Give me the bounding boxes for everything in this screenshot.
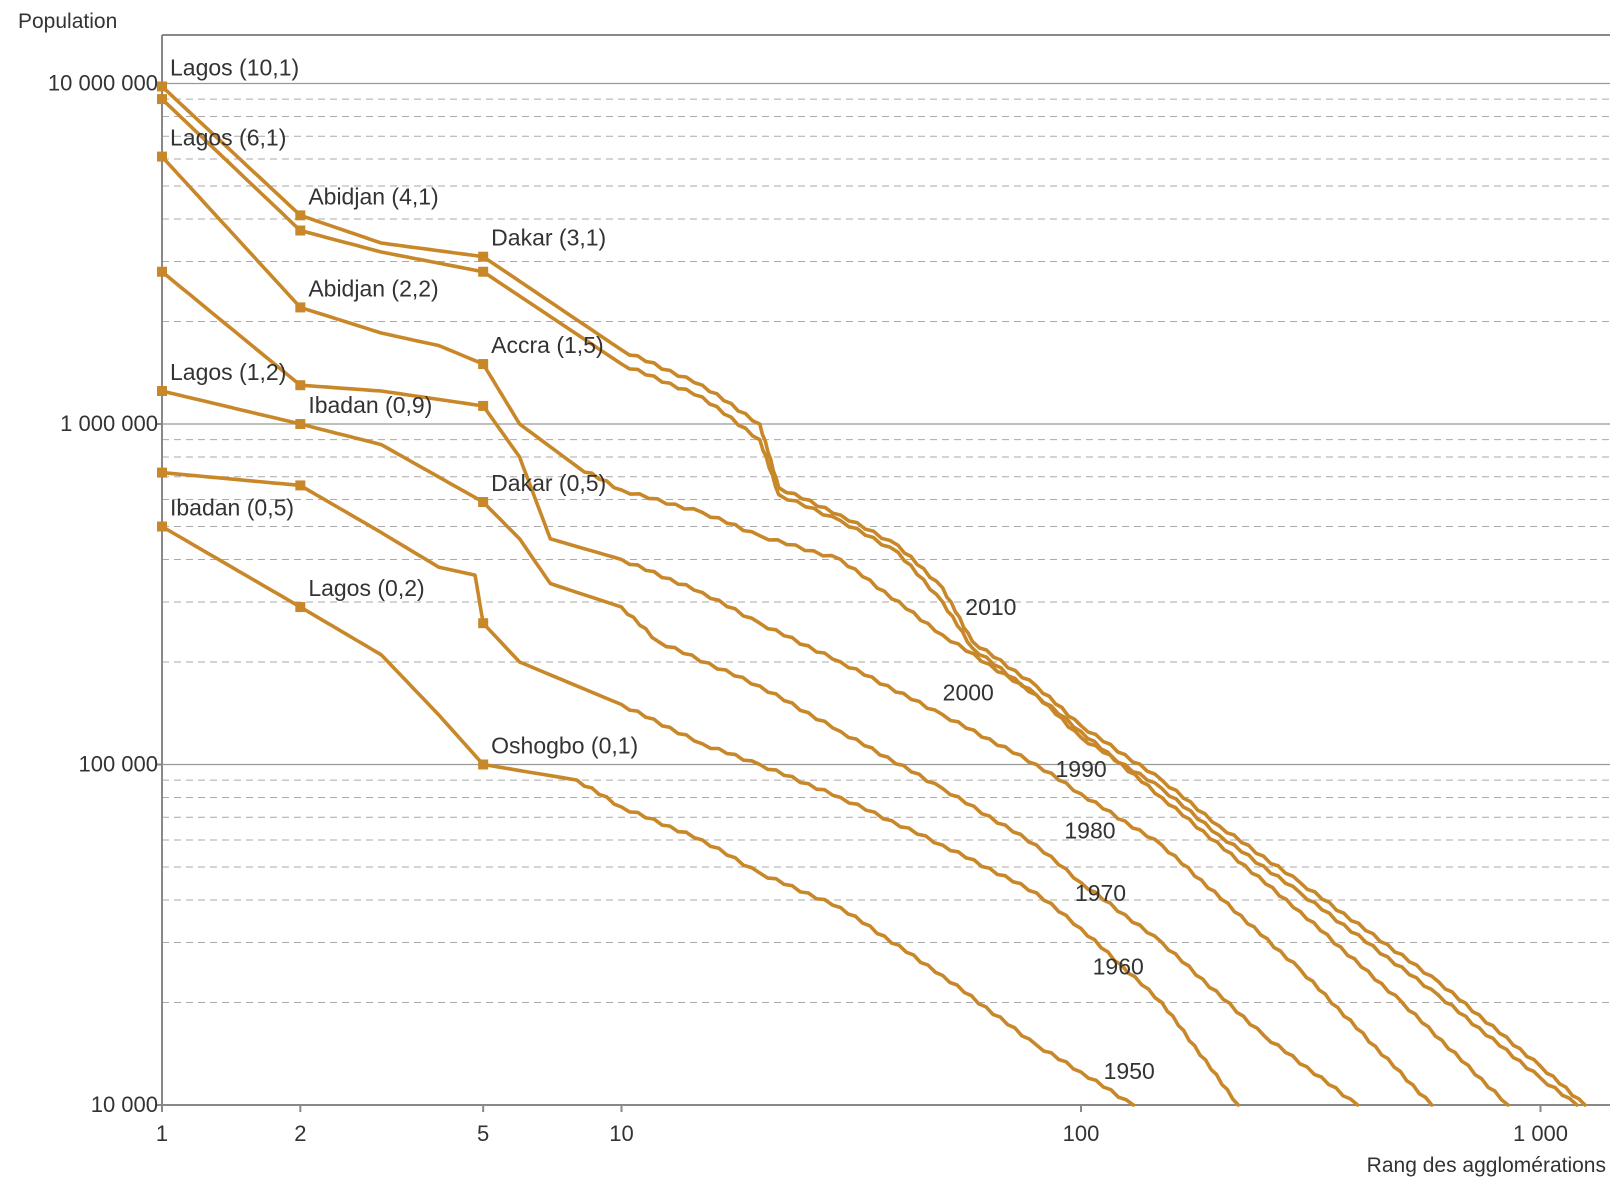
city-marker bbox=[295, 302, 306, 313]
series-line-1980 bbox=[160, 269, 1434, 1107]
grid bbox=[162, 82, 1610, 1106]
city-marker bbox=[295, 419, 306, 429]
city-marker bbox=[478, 400, 489, 411]
year-label-1970: 1970 bbox=[1075, 880, 1126, 906]
city-marker bbox=[157, 81, 167, 92]
city-annotation: Ibadan (0,9) bbox=[308, 392, 432, 418]
city-annotation: Dakar (3,1) bbox=[491, 225, 606, 251]
city-marker bbox=[157, 521, 167, 532]
y-tick-label: 10 000 bbox=[91, 1092, 158, 1117]
city-annotation: Oshogbo (0,1) bbox=[491, 733, 638, 759]
x-tick-label: 10 bbox=[609, 1121, 633, 1146]
city-marker bbox=[478, 759, 489, 770]
city-annotation: Accra (1,5) bbox=[491, 332, 603, 358]
city-marker bbox=[478, 618, 489, 629]
series-line-1990 bbox=[160, 154, 1510, 1107]
y-tick-label: 100 000 bbox=[78, 752, 158, 777]
y-tick-label: 1 000 000 bbox=[60, 411, 158, 436]
year-label-1960: 1960 bbox=[1093, 954, 1144, 980]
city-annotation: Lagos (6,1) bbox=[170, 125, 286, 151]
y-axis-title: Population bbox=[18, 10, 117, 33]
city-marker bbox=[295, 225, 306, 236]
city-marker bbox=[478, 359, 489, 370]
city-annotation: Lagos (0,2) bbox=[308, 575, 424, 601]
city-marker bbox=[295, 602, 306, 613]
x-axis-title: Rang des agglomérations bbox=[1367, 1154, 1606, 1177]
x-tick-label: 2 bbox=[294, 1121, 306, 1146]
year-label-1980: 1980 bbox=[1064, 817, 1115, 843]
y-tick-label: 10 000 000 bbox=[48, 71, 158, 96]
year-label-2010: 2010 bbox=[965, 594, 1016, 620]
city-marker bbox=[478, 497, 489, 508]
series bbox=[160, 84, 1587, 1107]
city-marker bbox=[157, 94, 167, 105]
city-annotation: Abidjan (4,1) bbox=[308, 183, 438, 209]
city-marker bbox=[157, 467, 167, 478]
series-line-1960 bbox=[160, 470, 1241, 1107]
x-tick-label: 5 bbox=[477, 1121, 489, 1146]
series-line-2000 bbox=[160, 97, 1579, 1107]
x-tick-label: 1 bbox=[156, 1121, 168, 1146]
year-label-2000: 2000 bbox=[943, 679, 994, 705]
city-marker bbox=[478, 266, 489, 277]
city-marker bbox=[157, 151, 167, 162]
city-marker bbox=[295, 480, 306, 491]
series-line-1950 bbox=[160, 524, 1136, 1107]
year-label-1990: 1990 bbox=[1055, 756, 1106, 782]
city-marker bbox=[478, 251, 489, 262]
city-marker bbox=[157, 386, 167, 397]
city-marker bbox=[157, 266, 167, 277]
ticks: 10 000 100 000 1 000 000 10 000 000 1 2 5 10 100… bbox=[48, 71, 1568, 1147]
markers bbox=[157, 81, 489, 770]
city-annotation: Dakar (0,5) bbox=[491, 470, 606, 496]
axes bbox=[161, 34, 1610, 1106]
city-marker bbox=[295, 210, 306, 221]
labels: Lagos (10,1) Lagos (6,1) Abidjan (4,1) Daka… bbox=[170, 54, 1155, 1083]
city-annotation: Lagos (10,1) bbox=[170, 54, 299, 80]
x-tick-label: 100 bbox=[1063, 1121, 1100, 1146]
city-annotation: Lagos (1,2) bbox=[170, 359, 286, 385]
series-line-2010 bbox=[160, 84, 1587, 1107]
year-label-1950: 1950 bbox=[1104, 1058, 1155, 1084]
x-tick-label: 1 000 bbox=[1513, 1121, 1568, 1146]
series-line-1970 bbox=[160, 389, 1360, 1107]
city-annotation: Ibadan (0,5) bbox=[170, 495, 294, 521]
city-annotation: Abidjan (2,2) bbox=[308, 275, 438, 301]
city-marker bbox=[295, 380, 306, 391]
